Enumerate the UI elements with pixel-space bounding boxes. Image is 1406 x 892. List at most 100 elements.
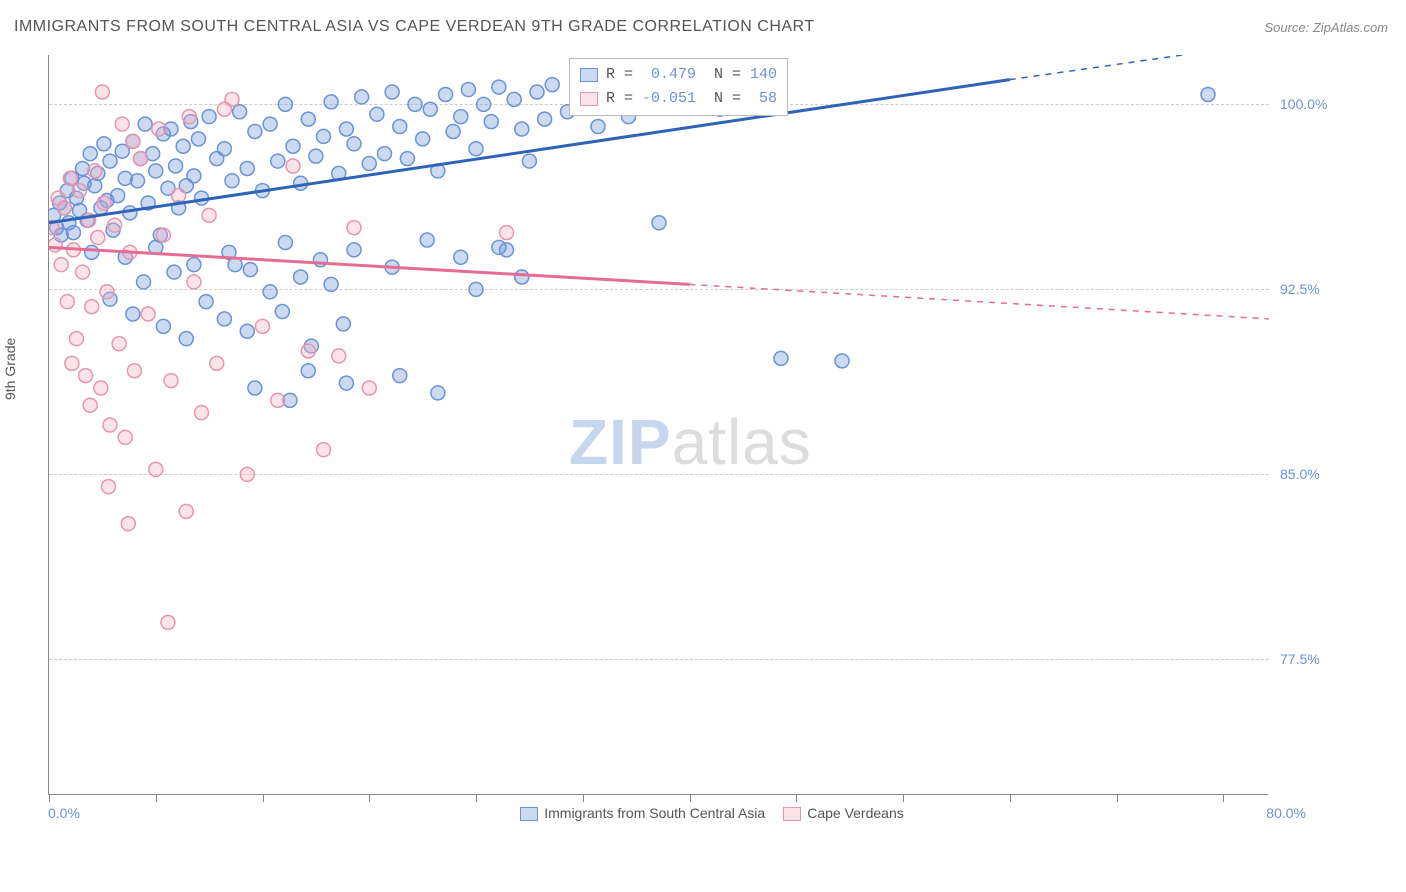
scatter-point [126, 134, 140, 148]
scatter-point [94, 201, 108, 215]
legend-swatch [520, 807, 538, 821]
scatter-point [191, 132, 205, 146]
scatter-point [301, 112, 315, 126]
scatter-point [85, 245, 99, 259]
scatter-point [210, 356, 224, 370]
x-tick [263, 794, 264, 802]
scatter-point [126, 134, 140, 148]
y-axis-label: 9th Grade [2, 338, 18, 400]
scatter-point [88, 179, 102, 193]
source-label: Source: ZipAtlas.com [1264, 20, 1388, 35]
scatter-point [156, 228, 170, 242]
scatter-point [317, 443, 331, 457]
scatter-point [454, 110, 468, 124]
scatter-point [545, 78, 559, 92]
scatter-point [336, 317, 350, 331]
legend: Immigrants from South Central Asia Cape V… [0, 805, 1406, 821]
legend-label: Immigrants from South Central Asia [544, 805, 765, 821]
stats-box: R = 0.479 N = 140R = -0.051 N = 58 [569, 58, 788, 116]
scatter-point [240, 161, 254, 175]
scatter-point [123, 206, 137, 220]
trend-line-solid [49, 247, 690, 284]
scatter-point [225, 174, 239, 188]
scatter-point [156, 319, 170, 333]
scatter-point [85, 300, 99, 314]
gridline [49, 289, 1269, 290]
scatter-point [202, 208, 216, 222]
scatter-point [362, 157, 376, 171]
x-tick [49, 794, 50, 802]
scatter-point [73, 203, 87, 217]
scatter-point [100, 285, 114, 299]
scatter-point [121, 517, 135, 531]
scatter-point [248, 381, 262, 395]
scatter-point [515, 270, 529, 284]
scatter-point [62, 216, 76, 230]
scatter-point [263, 117, 277, 131]
scatter-point [275, 305, 289, 319]
scatter-point [347, 137, 361, 151]
scatter-point [271, 154, 285, 168]
scatter-point [393, 120, 407, 134]
scatter-point [500, 243, 514, 257]
scatter-point [161, 181, 175, 195]
scatter-point [176, 139, 190, 153]
chart-title: IMMIGRANTS FROM SOUTH CENTRAL ASIA VS CA… [14, 18, 815, 36]
scatter-point [484, 115, 498, 129]
x-tick [476, 794, 477, 802]
x-tick [690, 794, 691, 802]
scatter-point [385, 260, 399, 274]
scatter-point [187, 275, 201, 289]
scatter-point [60, 184, 74, 198]
scatter-point [141, 196, 155, 210]
scatter-point [652, 216, 666, 230]
scatter-point [309, 149, 323, 163]
scatter-point [118, 250, 132, 264]
scatter-point [103, 418, 117, 432]
scatter-point [103, 292, 117, 306]
x-tick [369, 794, 370, 802]
scatter-point [339, 122, 353, 136]
scatter-point [153, 228, 167, 242]
scatter-point [439, 87, 453, 101]
scatter-point [54, 258, 68, 272]
scatter-point [294, 270, 308, 284]
scatter-point [141, 307, 155, 321]
scatter-point [88, 164, 102, 178]
scatter-point [49, 221, 59, 235]
scatter-point [134, 152, 148, 166]
scatter-point [179, 332, 193, 346]
scatter-point [91, 166, 105, 180]
scatter-point [187, 258, 201, 272]
scatter-point [149, 164, 163, 178]
scatter-point [283, 393, 297, 407]
scatter-point [362, 381, 376, 395]
scatter-point [454, 250, 468, 264]
scatter-point [256, 184, 270, 198]
scatter-point [286, 159, 300, 173]
scatter-point [94, 381, 108, 395]
scatter-point [199, 295, 213, 309]
scatter-point [256, 319, 270, 333]
scatter-point [164, 374, 178, 388]
scatter-point [82, 213, 96, 227]
scatter-point [50, 221, 64, 235]
scatter-point [1201, 87, 1215, 101]
stats-row: R = 0.479 N = 140 [580, 63, 777, 87]
legend-label: Cape Verdeans [807, 805, 904, 821]
scatter-point [304, 339, 318, 353]
scatter-point [51, 191, 65, 205]
scatter-point [431, 164, 445, 178]
scatter-point [167, 265, 181, 279]
trend-line-solid [49, 80, 1010, 223]
y-tick-labels: 77.5%85.0%92.5%100.0% [1280, 55, 1360, 795]
scatter-point [195, 406, 209, 420]
scatter-point [95, 85, 109, 99]
scatter-point [66, 226, 80, 240]
scatter-point [123, 245, 137, 259]
scatter-point [53, 196, 67, 210]
scatter-point [538, 112, 552, 126]
scatter-point [217, 312, 231, 326]
watermark: ZIPatlas [569, 405, 812, 479]
scatter-point [393, 369, 407, 383]
